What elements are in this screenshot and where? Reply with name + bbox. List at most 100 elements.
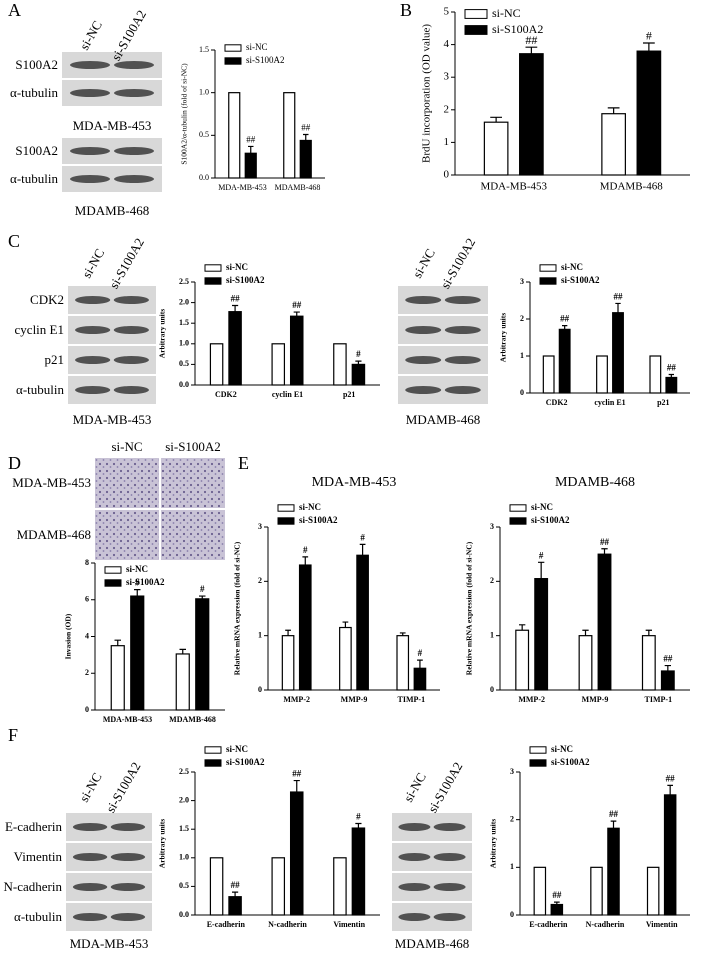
- blot-band: [433, 913, 466, 921]
- x-tick-label: MDA-MB-453: [218, 183, 266, 192]
- y-tick-label: 1.5: [179, 824, 189, 833]
- y-axis-label: Invasion (OD): [64, 613, 73, 659]
- blot-band: [70, 175, 110, 183]
- blot-band: [114, 147, 154, 155]
- blot-row-label: N-cadherin: [4, 879, 63, 894]
- bar: [356, 554, 369, 691]
- y-tick-label: 2: [85, 668, 89, 677]
- significance-label: ##: [525, 33, 537, 47]
- blot-band: [405, 326, 442, 334]
- x-tick-label: cyclin E1: [594, 398, 625, 407]
- bar: [195, 598, 210, 711]
- y-tick-label: 0: [490, 685, 494, 694]
- x-tick-label: TIMP-1: [398, 695, 426, 704]
- y-tick-label: 1: [520, 351, 524, 360]
- error-bar: [285, 629, 291, 636]
- significance-label: ##: [663, 654, 673, 664]
- bar: [533, 866, 547, 916]
- significance-label: ##: [292, 300, 302, 310]
- x-tick-label: MMP-2: [283, 695, 310, 704]
- y-axis-label: Relative mRNA expression (fold of si-NC): [233, 541, 242, 675]
- blot-row-label: α-tubulin: [16, 382, 64, 397]
- y-axis-label: Arbitrary units: [158, 309, 167, 358]
- panel-letter: E: [238, 453, 249, 473]
- y-tick-label: 0.5: [179, 359, 189, 368]
- significance-label: ##: [560, 314, 570, 324]
- blot-band: [433, 883, 466, 891]
- error-bar: [134, 589, 141, 597]
- bar: [515, 629, 530, 691]
- x-tick-label: Vimentin: [333, 920, 365, 929]
- bar: [130, 595, 145, 711]
- error-bar: [248, 145, 254, 154]
- lane-label: si-NC: [76, 770, 105, 804]
- bar: [534, 578, 549, 691]
- y-tick-label: 0: [510, 910, 514, 919]
- blot-band: [444, 356, 481, 364]
- y-tick-label: 4: [444, 38, 450, 50]
- blot-band: [113, 296, 149, 304]
- legend-label: si-NC: [299, 502, 321, 512]
- x-tick-label: N-cadherin: [268, 920, 307, 929]
- blot-band: [72, 883, 108, 891]
- legend-swatch: [539, 277, 557, 285]
- cell-line-label: MDAMB-468: [395, 936, 469, 951]
- y-tick-label: 8: [85, 558, 89, 567]
- y-tick-label: 3: [258, 522, 262, 531]
- bar: [483, 121, 509, 176]
- error-bar: [668, 373, 674, 378]
- bar: [649, 355, 662, 394]
- chart-title: MDAMB-468: [555, 475, 635, 490]
- blot-row-label: E-cadherin: [5, 819, 63, 834]
- significance-label: ##: [667, 363, 677, 373]
- blot-band: [114, 89, 154, 97]
- x-tick-label: MDA-MB-453: [480, 181, 547, 193]
- y-tick-label: 3: [510, 767, 514, 776]
- error-bar: [179, 648, 186, 654]
- chart-title: MDA-MB-453: [312, 475, 397, 490]
- x-tick-label: MMP-9: [582, 695, 609, 704]
- blot-band: [398, 853, 431, 861]
- cell-line-label: MDAMB-468: [406, 412, 480, 427]
- error-bar: [490, 116, 502, 123]
- bar: [351, 363, 366, 386]
- y-tick-label: 0: [258, 685, 262, 694]
- error-bar: [601, 548, 608, 555]
- legend-swatch: [204, 264, 222, 272]
- legend-label: si-NC: [551, 744, 573, 754]
- y-tick-label: 0.5: [199, 130, 209, 139]
- x-tick-label: TIMP-1: [645, 695, 673, 704]
- y-axis-label: Arbitrary units: [158, 819, 167, 868]
- invasion-image: [95, 510, 159, 560]
- y-tick-label: 0.0: [179, 380, 189, 389]
- blot-row-label: S100A2: [15, 57, 58, 72]
- significance-label: #: [135, 578, 140, 588]
- bar: [601, 113, 626, 176]
- legend-label: si-NC: [531, 502, 553, 512]
- bar: [597, 553, 612, 691]
- significance-label: ##: [614, 292, 624, 302]
- legend-swatch: [204, 277, 222, 285]
- x-tick-label: MMP-9: [341, 695, 368, 704]
- significance-label: #: [539, 550, 544, 560]
- x-tick-label: E-cadherin: [207, 920, 246, 929]
- y-tick-label: 2: [490, 576, 494, 585]
- lane-label: si-S100A2: [103, 759, 144, 815]
- legend-swatch: [539, 264, 557, 272]
- x-tick-label: CDK2: [215, 390, 237, 399]
- legend-swatch: [104, 566, 122, 574]
- y-tick-label: 1.5: [179, 318, 189, 327]
- legend-label: si-NC: [561, 262, 583, 272]
- significance-label: #: [200, 584, 205, 594]
- blot-band: [444, 386, 481, 394]
- bar: [299, 139, 312, 179]
- x-tick-label: MDAMB-468: [275, 183, 321, 192]
- blot-band: [72, 913, 108, 921]
- y-axis-label: BrdU incorporation (OD value): [421, 24, 433, 163]
- bar: [665, 376, 678, 394]
- y-tick-label: 0.0: [199, 173, 209, 182]
- x-tick-label: MMP-2: [518, 695, 545, 704]
- bar: [209, 343, 224, 386]
- bar: [228, 311, 242, 386]
- bar: [333, 857, 347, 916]
